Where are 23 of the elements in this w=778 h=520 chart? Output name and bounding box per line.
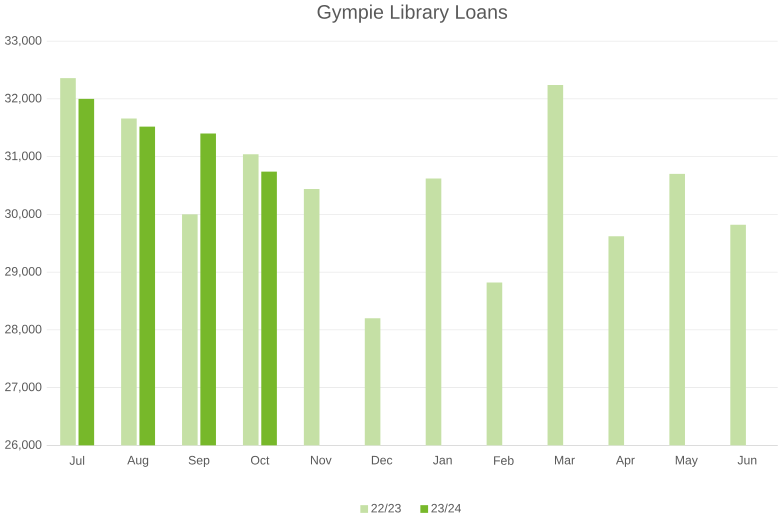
y-tick-label: 31,000 [5,152,42,162]
x-tick-label: Sep [188,456,210,468]
x-tick-label: Mar [554,456,575,464]
chart-title: Gympie Library Loans [318,4,508,23]
y-tick-label: 27,000 [5,382,42,393]
x-tick-label: Jan [433,456,452,464]
legend-label: 22/23 [371,504,401,513]
x-tick-label: Aug [127,456,148,467]
y-tick-label: 26,000 [5,440,42,450]
x-tick-label: Jun [738,456,756,464]
x-tick-label: Feb [494,456,514,465]
x-tick-label: May [676,456,698,467]
y-tick-label: 30,000 [5,209,42,220]
y-tick-label: 29,000 [5,267,42,278]
legend-label: 23/24 [431,504,462,513]
y-tick-label: 32,000 [5,94,42,104]
x-tick-label: Oct [250,456,270,465]
x-tick-label: Apr [616,456,635,467]
y-tick-label: 33,000 [5,36,42,46]
x-tick-label: Dec [372,456,392,464]
y-tick-label: 28,000 [5,324,42,335]
x-tick-label: Nov [310,456,332,464]
x-tick-label: Jul [70,456,84,465]
